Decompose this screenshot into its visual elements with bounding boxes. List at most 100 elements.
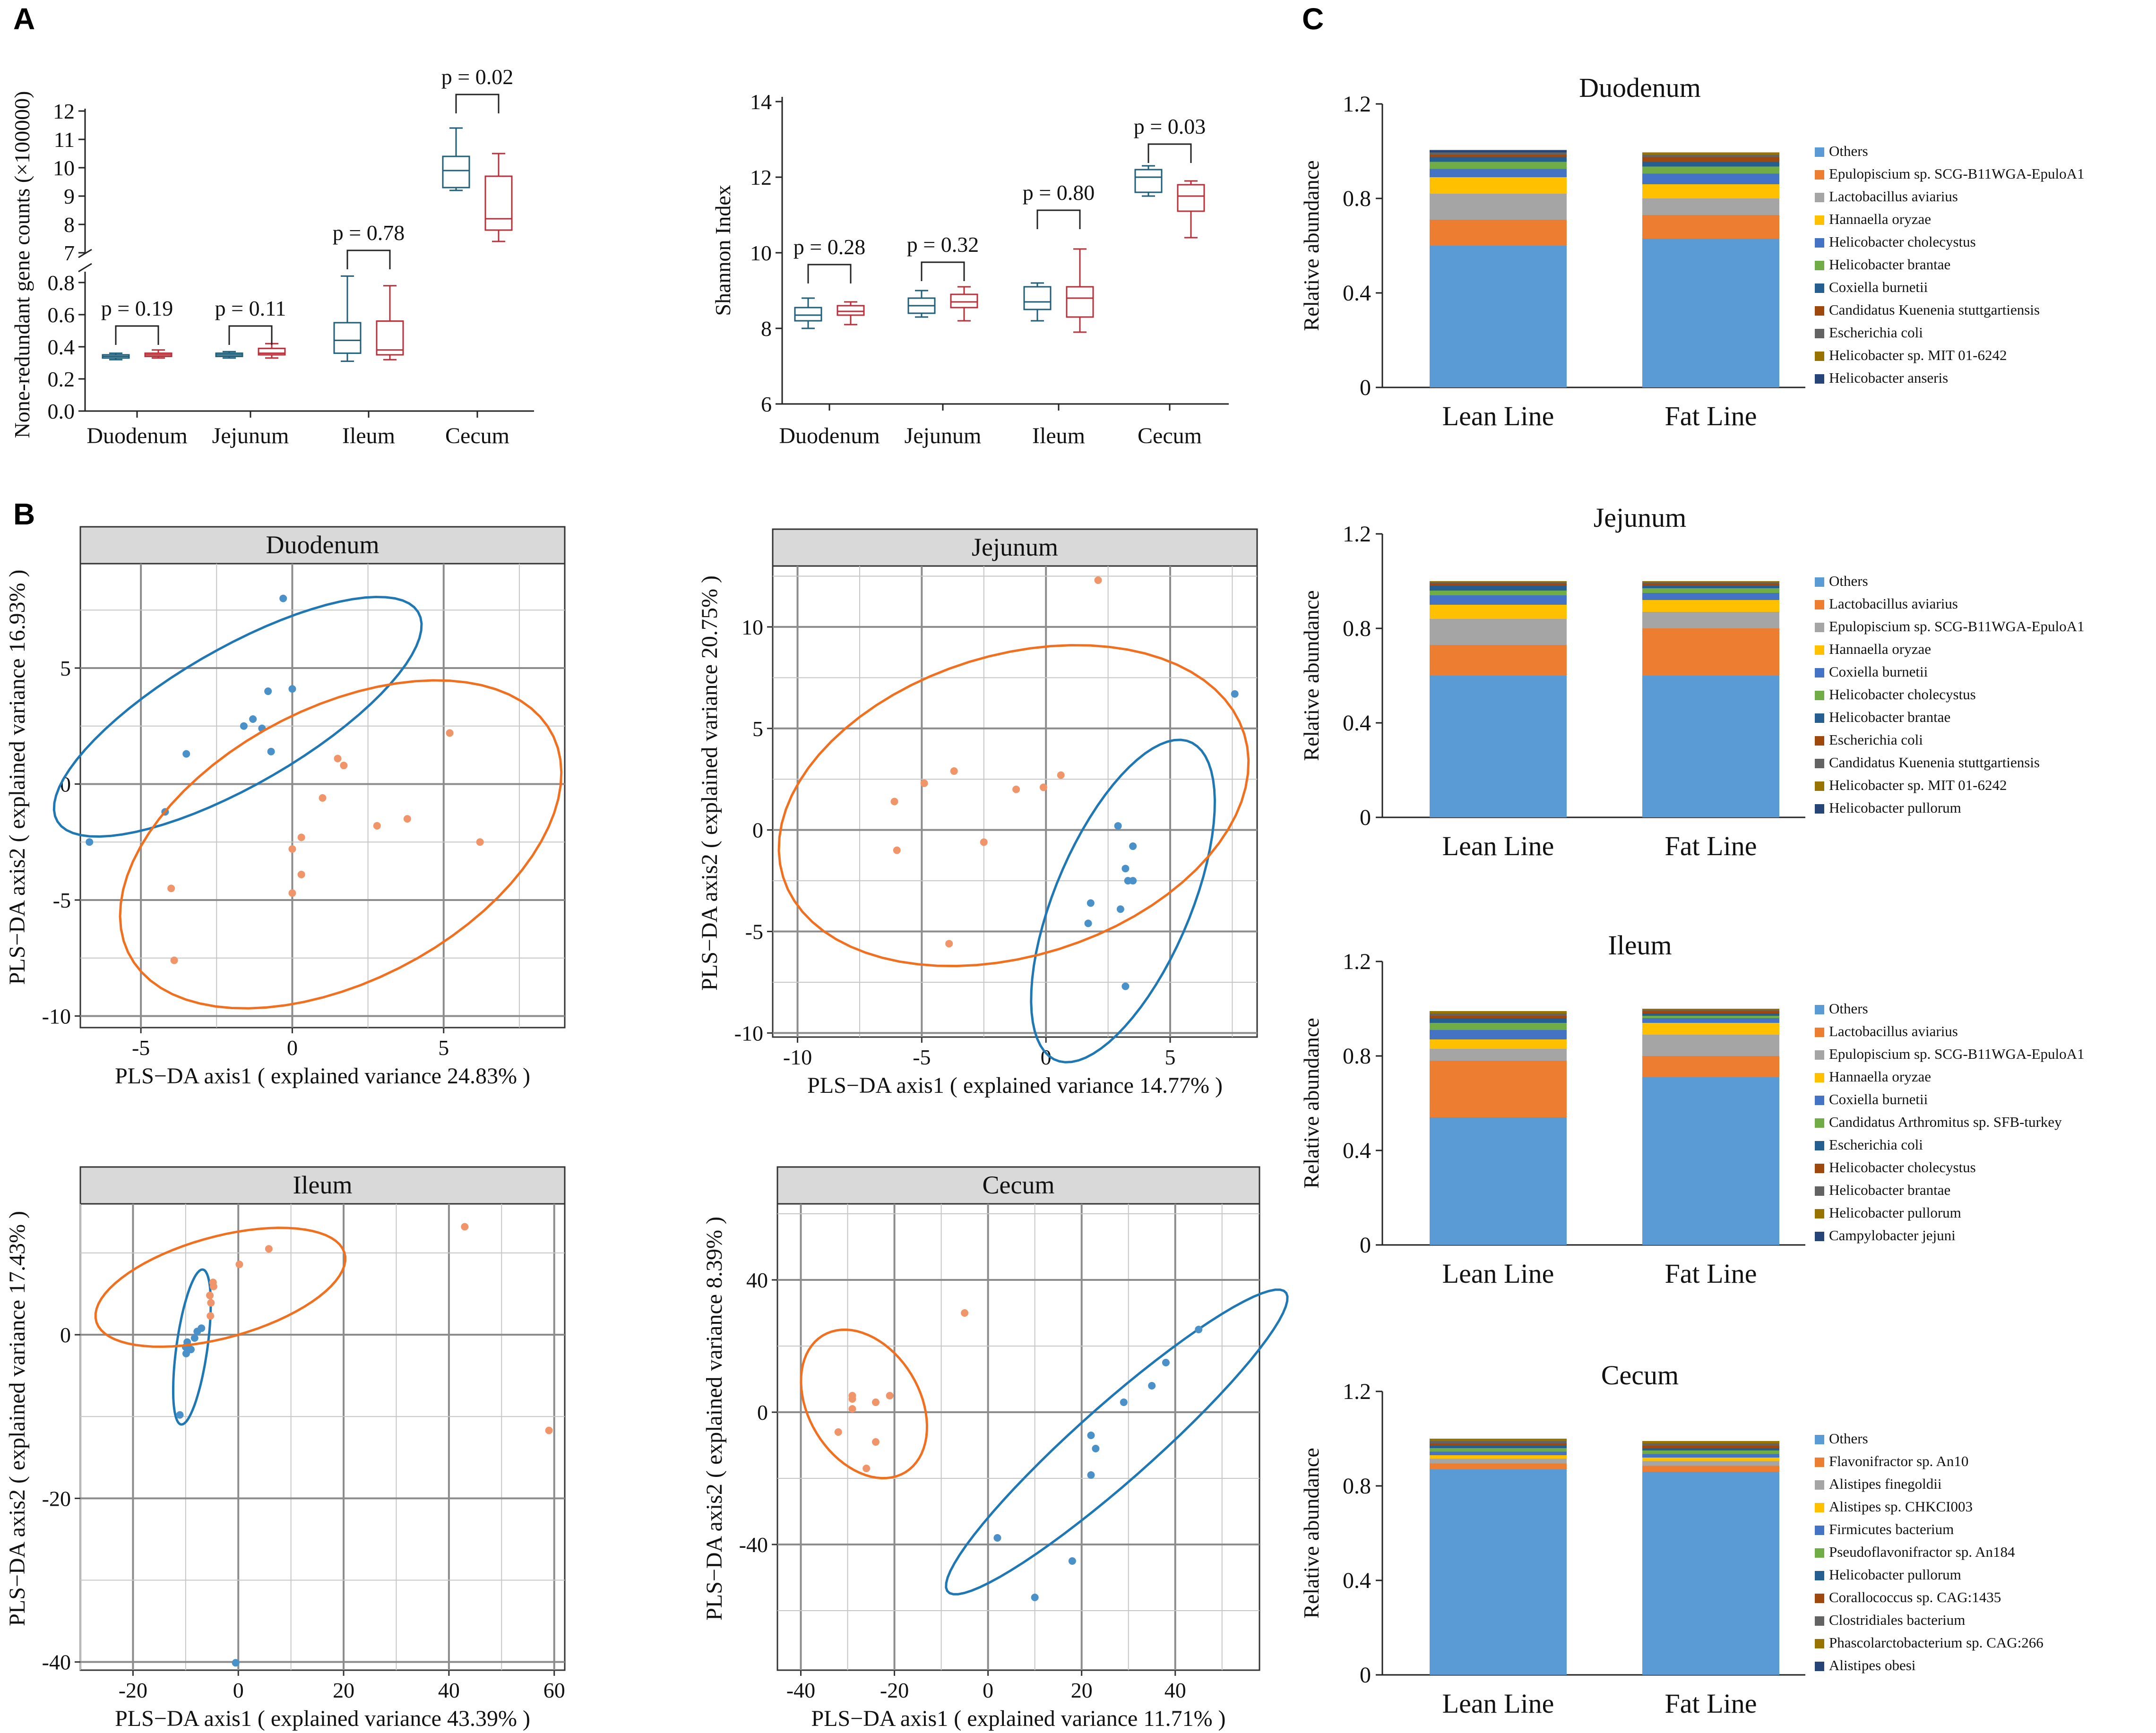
scatter-point-blue [1195,1326,1203,1333]
y-tick-label: 10 [742,615,763,639]
confidence-ellipse-orange [777,644,1250,968]
box-iqr [1066,286,1094,318]
scatter-point-orange [980,838,988,846]
stacked-bar-segment [1642,1448,1779,1450]
x-tick-label: Ileum [1032,423,1085,448]
scatter-point-orange [871,1398,880,1406]
axis-break-mark [78,263,92,273]
stacked-bar-segment [1430,169,1567,177]
stacked-bar-segment [1642,1056,1779,1077]
legend-swatch [1815,759,1824,768]
stacked-bar-segment [1430,152,1567,155]
significance-bracket [346,249,391,269]
significance-bracket [228,325,273,345]
x-tick-label: -5 [132,1036,150,1060]
y-tick-label: 14 [750,90,772,114]
y-tick-label: 7 [64,241,75,265]
stacked-bar-segment [1642,1035,1779,1056]
legend-label: Phascolarctobacterium sp. CAG:266 [1829,1634,2044,1651]
stacked-bar-segment [1642,154,1779,157]
legend-swatch [1815,1209,1824,1218]
x-axis-title: PLS−DA axis1 ( explained variance 14.77%… [807,1073,1223,1098]
scatter-point-blue [1031,1594,1039,1601]
x-tick-label: 5 [438,1036,449,1060]
legend-swatch [1815,306,1824,316]
stacked-bar-segment [1642,198,1779,215]
legend-label: Helicobacter pullorum [1829,799,1961,816]
scatter-point-blue [1087,899,1095,907]
significance-bracket [115,325,159,345]
legend-label: Candidatus Kuenenia stuttgartiensis [1829,754,2040,771]
confidence-ellipse-blue [52,595,423,838]
y-axis-title: Shannon Index [711,185,735,316]
legend-swatch [1815,238,1824,248]
significance-bracket [807,264,852,283]
x-tick-label: -40 [786,1678,815,1702]
scatter-point-orange [476,838,484,846]
y-tick-label: 8 [761,317,772,341]
facet-strip [776,1166,1260,1205]
confidence-ellipse-orange [119,679,563,1010]
scatter-point-orange [446,729,454,737]
stacked-bar-segment [1430,582,1567,583]
stacked-bar-segment [1430,150,1567,153]
scatter-point-orange [206,1291,214,1299]
legend-label: Lactobacillus aviarius [1829,1023,1958,1039]
x-tick-label: -10 [783,1045,812,1069]
legend-label: Helicobacter cholecystus [1829,233,1976,250]
legend-label: Helicobacter brantae [1829,256,1950,273]
x-axis-title: PLS−DA axis1 ( explained variance 43.39%… [115,1706,530,1731]
x-tick-label: 20 [1071,1678,1093,1702]
chart-title: Jejunum [1594,502,1687,533]
stacked-bar-segment [1430,1441,1567,1443]
legend-label: Clostridiales bacterium [1829,1612,1965,1628]
p-value-label: p = 0.78 [333,221,405,245]
x-tick-label: 0 [287,1036,298,1060]
y-tick-label: -5 [745,920,763,944]
legend-swatch [1815,1571,1824,1580]
stacked-bar-segment [1642,1018,1779,1023]
stacked-bar-segment [1642,1441,1779,1443]
p-value-label: p = 0.11 [215,296,286,320]
y-tick-label: 0.4 [1343,711,1371,736]
y-tick-label: -5 [53,888,71,912]
y-tick-label: 9 [64,184,75,208]
p-value-label: p = 0.19 [101,296,173,320]
abundance-duodenum-chart: Duodenum 0 0.4 0.8 1.2 Relative abundance Lean… [1299,72,2084,431]
y-tick-label: 1.2 [1343,522,1371,547]
legend-label: Hannaella oryzae [1829,211,1931,227]
scatter-point-orange [886,1392,894,1399]
legend-label: Pseudoflavonifractor sp. An184 [1829,1544,2015,1560]
significance-bracket [921,261,965,281]
p-value-label: p = 0.03 [1134,114,1206,138]
scatter-point-orange [403,815,411,823]
legend-swatch [1815,1548,1824,1558]
x-tick-label: 40 [1164,1678,1186,1702]
confidence-ellipse-blue [1030,738,1216,1064]
scatter-point-blue [1084,919,1092,927]
x-tick-label: Cecum [445,423,509,448]
facet-title: Cecum [983,1171,1055,1199]
box-iqr [794,307,822,322]
legend-label: Lactobacillus aviarius [1829,595,1958,612]
legend-swatch [1815,1435,1824,1444]
scatter-point-orange [1039,783,1047,791]
y-tick-label: 1.2 [1343,949,1371,974]
y-tick-label: 0 [1360,805,1371,830]
scatter-point-blue [1087,1471,1095,1479]
scatter-point-blue [1068,1557,1076,1565]
scatter-point-blue [182,1349,190,1357]
legend-label: Others [1829,143,1868,159]
legend-swatch [1815,1616,1824,1626]
stacked-bar-segment [1642,582,1779,583]
legend-label: Coxiella burnetii [1829,1091,1928,1107]
stacked-bar-segment [1642,1010,1779,1011]
scatter-point-orange [207,1299,215,1307]
stacked-bar-segment [1642,1009,1779,1010]
legend-swatch [1815,193,1824,202]
x-axis-title: PLS−DA axis1 ( explained variance 11.71%… [811,1706,1225,1731]
legend-swatch [1815,781,1824,791]
box-iqr [1023,286,1052,310]
y-tick-label: 0.4 [1343,1138,1371,1163]
